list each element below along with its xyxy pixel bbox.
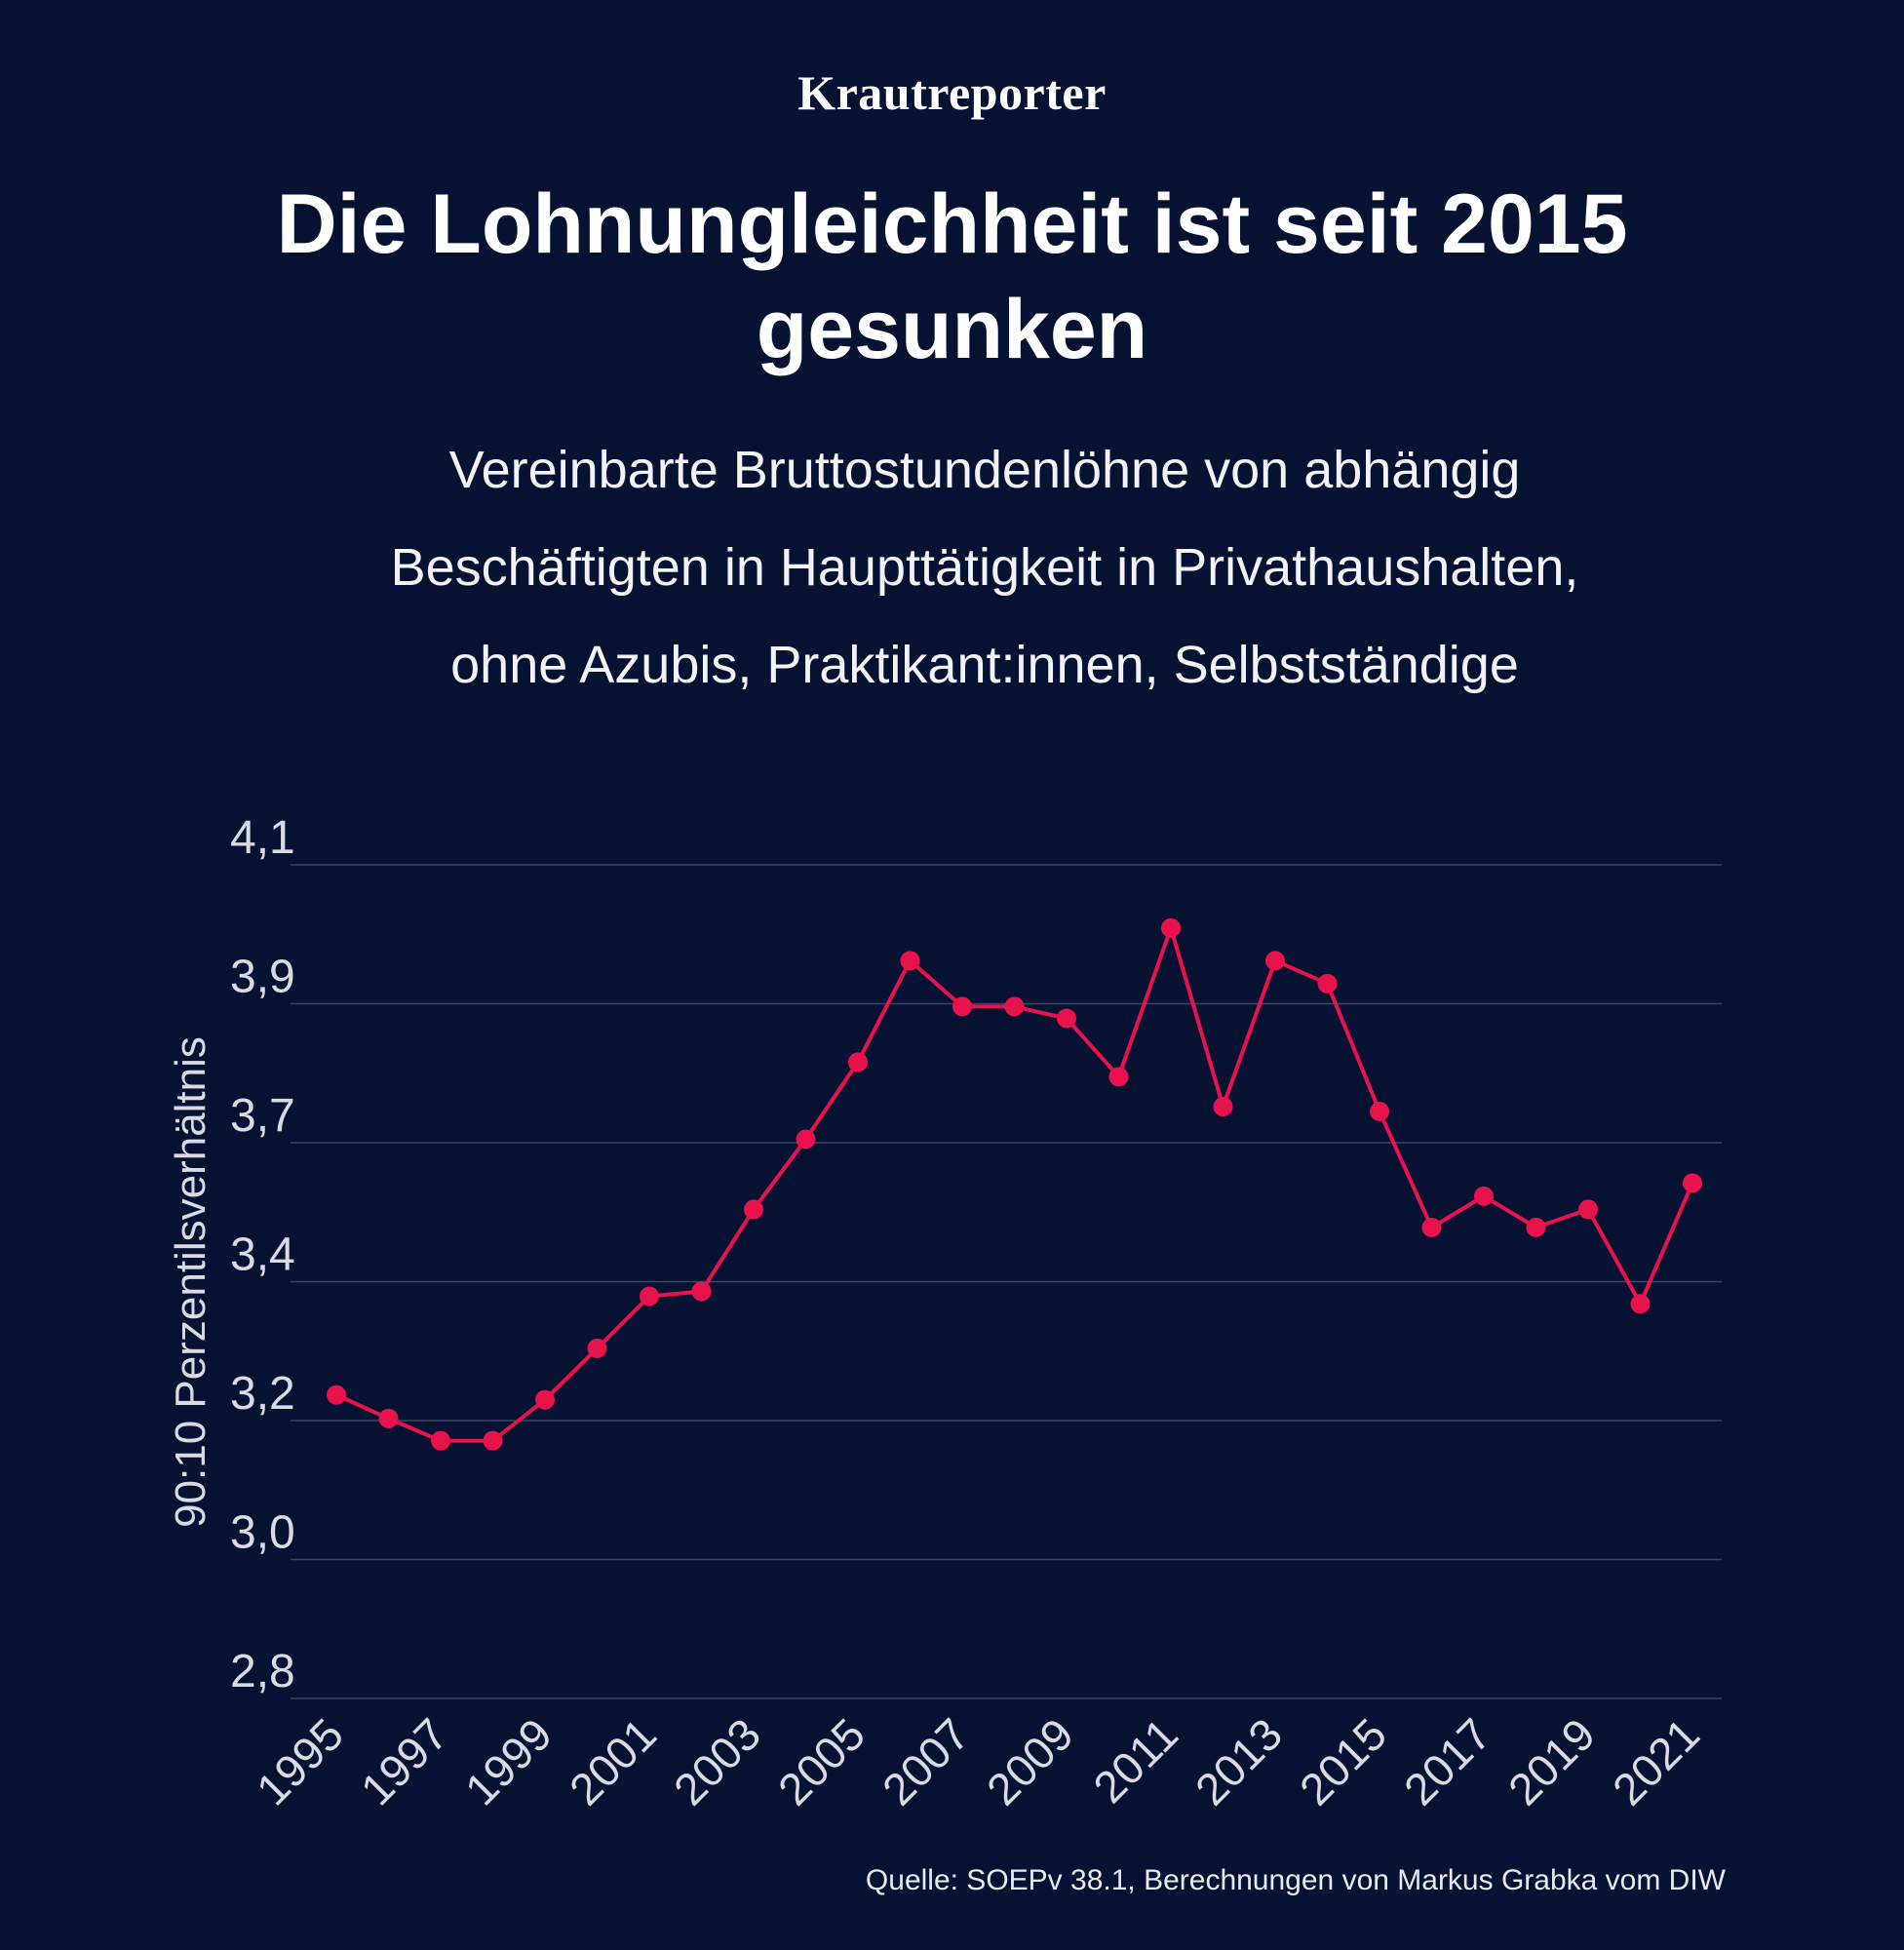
data-point bbox=[1578, 1199, 1598, 1220]
data-point bbox=[587, 1338, 607, 1358]
page-title: Die Lohnungleichheit ist seit 2015 gesun… bbox=[117, 172, 1787, 382]
x-tick-label: 1997 bbox=[351, 1708, 457, 1814]
data-point bbox=[1265, 951, 1285, 971]
brand-logo: Krautreporter bbox=[797, 65, 1107, 120]
data-point bbox=[1630, 1294, 1651, 1314]
data-point bbox=[744, 1199, 763, 1220]
data-point bbox=[952, 996, 972, 1017]
data-point bbox=[1004, 996, 1025, 1017]
x-tick-label: 2001 bbox=[560, 1708, 666, 1814]
x-tick-label: 2009 bbox=[977, 1708, 1083, 1814]
data-point bbox=[848, 1052, 868, 1072]
x-tick-label: 2007 bbox=[873, 1708, 979, 1814]
subtitle-line-2: Beschäftigten in Haupttätigkeit in Priva… bbox=[390, 538, 1579, 597]
data-point bbox=[1474, 1186, 1494, 1206]
y-tick-label: 4,1 bbox=[230, 812, 295, 864]
data-point bbox=[327, 1384, 346, 1405]
x-tick-label: 2003 bbox=[664, 1708, 770, 1814]
data-point bbox=[378, 1408, 399, 1428]
title-line-2: gesunken bbox=[756, 283, 1148, 376]
y-tick-label: 3,7 bbox=[230, 1090, 295, 1142]
data-point bbox=[1421, 1217, 1442, 1237]
x-tick-label: 2015 bbox=[1290, 1708, 1396, 1814]
data-point bbox=[535, 1389, 555, 1410]
x-tick-label: 1999 bbox=[455, 1708, 562, 1814]
x-tick-label: 2005 bbox=[768, 1708, 874, 1814]
subtitle-line-1: Vereinbarte Bruttostundenlöhne von abhän… bbox=[448, 441, 1521, 499]
x-tick-label: 2011 bbox=[1083, 1708, 1187, 1813]
title-line-1: Die Lohnungleichheit ist seit 2015 bbox=[276, 177, 1628, 271]
y-tick-label: 3,9 bbox=[230, 952, 295, 1003]
x-tick-label: 2017 bbox=[1394, 1708, 1500, 1814]
data-point bbox=[640, 1286, 659, 1306]
x-tick-label: 2013 bbox=[1185, 1708, 1292, 1814]
data-point bbox=[691, 1281, 712, 1302]
data-point bbox=[1683, 1173, 1702, 1193]
source-note: Quelle: SOEPv 38.1, Berechnungen von Mar… bbox=[865, 1864, 1726, 1896]
y-tick-label: 2,8 bbox=[230, 1646, 295, 1697]
subtitle-line-3: ohne Azubis, Praktikant:innen, Selbststä… bbox=[450, 636, 1519, 694]
data-point bbox=[1526, 1217, 1546, 1237]
x-tick-label: 1995 bbox=[247, 1708, 353, 1814]
x-tick-label: 2021 bbox=[1603, 1708, 1709, 1814]
data-point bbox=[431, 1430, 450, 1451]
y-tick-label: 3,0 bbox=[230, 1507, 295, 1559]
data-point bbox=[1108, 1067, 1129, 1087]
data-point bbox=[900, 951, 920, 971]
data-point bbox=[796, 1129, 816, 1150]
data-point bbox=[1057, 1008, 1076, 1029]
data-point bbox=[483, 1430, 503, 1451]
chart-subtitle: Vereinbarte Bruttostundenlöhne von abhän… bbox=[244, 421, 1726, 714]
data-point bbox=[1213, 1096, 1233, 1116]
y-axis-label: 90:10 Perzentilsverhältnis bbox=[167, 1036, 214, 1528]
data-point bbox=[1161, 917, 1181, 938]
data-point bbox=[1317, 973, 1338, 994]
data-point bbox=[1370, 1101, 1389, 1121]
y-tick-label: 3,2 bbox=[230, 1368, 295, 1420]
y-tick-label: 3,4 bbox=[230, 1229, 295, 1281]
x-tick-label: 2019 bbox=[1498, 1708, 1605, 1814]
